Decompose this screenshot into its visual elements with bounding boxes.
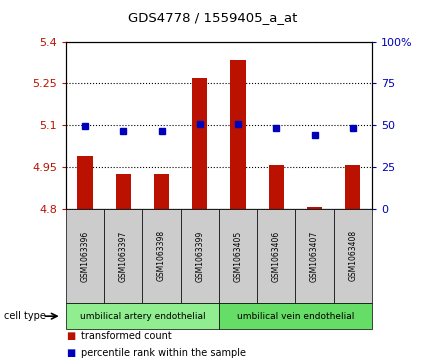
Text: GDS4778 / 1559405_a_at: GDS4778 / 1559405_a_at — [128, 11, 297, 24]
Bar — [345, 165, 360, 209]
Text: GSM1063408: GSM1063408 — [348, 231, 357, 281]
Bar — [307, 207, 322, 209]
Bar — [77, 156, 93, 209]
Bar — [116, 174, 131, 209]
Text: umbilical vein endothelial: umbilical vein endothelial — [237, 312, 354, 321]
Text: transformed count: transformed count — [81, 331, 172, 341]
Text: ■: ■ — [66, 348, 75, 358]
Text: cell type: cell type — [4, 311, 46, 321]
Text: GSM1063397: GSM1063397 — [119, 230, 128, 282]
Text: GSM1063396: GSM1063396 — [80, 230, 90, 282]
Text: ■: ■ — [66, 331, 75, 341]
Text: GSM1063407: GSM1063407 — [310, 230, 319, 282]
Text: GSM1063405: GSM1063405 — [233, 230, 243, 282]
Bar — [192, 78, 207, 209]
Text: GSM1063399: GSM1063399 — [195, 230, 204, 282]
Text: GSM1063398: GSM1063398 — [157, 231, 166, 281]
Bar — [269, 165, 284, 209]
Bar — [230, 60, 246, 209]
Text: umbilical artery endothelial: umbilical artery endothelial — [79, 312, 205, 321]
Text: percentile rank within the sample: percentile rank within the sample — [81, 348, 246, 358]
Text: GSM1063406: GSM1063406 — [272, 230, 281, 282]
Bar — [154, 174, 169, 209]
